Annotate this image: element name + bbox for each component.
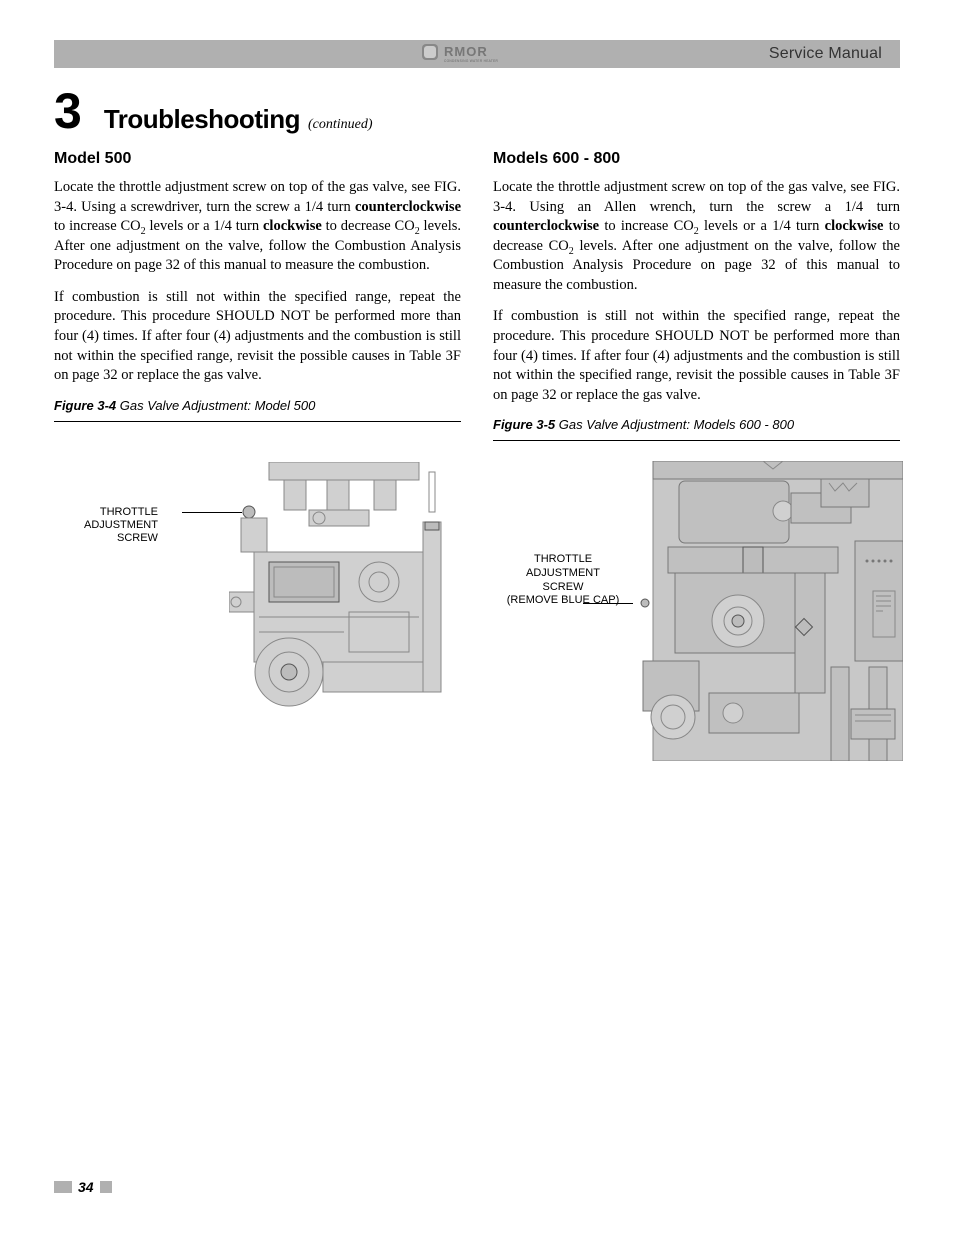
- figure-3-5: THROTTLE ADJUSTMENT SCREW (REMOVE BLUE C…: [493, 461, 900, 761]
- section-number: 3: [54, 86, 82, 136]
- text: to increase CO: [54, 218, 141, 234]
- page-number-decoration: [100, 1181, 112, 1193]
- two-column-layout: Model 500 Locate the throttle adjustment…: [54, 150, 900, 761]
- callout-line: SCREW: [117, 532, 158, 544]
- page-number: 34: [78, 1179, 94, 1195]
- figure-rule: [493, 440, 900, 441]
- text: Locate the throttle adjustment screw on …: [493, 179, 900, 215]
- section-title: Troubleshooting: [104, 104, 300, 135]
- callout-line: ADJUSTMENT: [526, 567, 600, 579]
- text: levels or a 1/4 turn: [146, 218, 263, 234]
- text-bold: clockwise: [263, 218, 322, 234]
- page-number-block: 34: [54, 1179, 112, 1195]
- brand-logo: RMOR CONDENSING WATER HEATER: [422, 42, 532, 69]
- text: to decrease CO: [322, 218, 415, 234]
- left-column: Model 500 Locate the throttle adjustment…: [54, 150, 461, 761]
- figure-3-5-callout: THROTTLE ADJUSTMENT SCREW (REMOVE BLUE C…: [493, 553, 633, 608]
- header-bar: RMOR CONDENSING WATER HEATER Service Man…: [54, 40, 900, 68]
- figure-title: Gas Valve Adjustment: Model 500: [116, 398, 315, 413]
- left-paragraph-1: Locate the throttle adjustment screw on …: [54, 178, 461, 276]
- figure-3-4-caption: Figure 3-4 Gas Valve Adjustment: Model 5…: [54, 398, 461, 413]
- figure-3-5-caption: Figure 3-5 Gas Valve Adjustment: Models …: [493, 417, 900, 432]
- figure-number: Figure 3-5: [493, 417, 555, 432]
- gas-valve-illustration-600-800: [623, 461, 903, 761]
- left-paragraph-2: If combustion is still not within the sp…: [54, 288, 461, 386]
- figure-number: Figure 3-4: [54, 398, 116, 413]
- figure-3-4: THROTTLE ADJUSTMENT SCREW: [54, 442, 461, 742]
- callout-line: (REMOVE BLUE CAP): [507, 594, 619, 606]
- callout-line: ADJUSTMENT: [84, 519, 158, 531]
- right-column: Models 600 - 800 Locate the throttle adj…: [493, 150, 900, 761]
- right-paragraph-2: If combustion is still not within the sp…: [493, 307, 900, 405]
- text: to increase CO: [599, 218, 694, 234]
- callout-line: THROTTLE: [534, 553, 592, 565]
- page-number-decoration: [54, 1181, 72, 1193]
- right-paragraph-1: Locate the throttle adjustment screw on …: [493, 178, 900, 295]
- text-bold: counterclockwise: [493, 218, 599, 234]
- callout-line: SCREW: [543, 581, 584, 593]
- figure-3-4-callout: THROTTLE ADJUSTMENT SCREW: [84, 506, 158, 546]
- left-subheading: Model 500: [54, 150, 461, 168]
- text-bold: clockwise: [825, 218, 884, 234]
- header-title: Service Manual: [769, 45, 882, 63]
- figure-title: Gas Valve Adjustment: Models 600 - 800: [555, 417, 794, 432]
- section-heading: 3 Troubleshooting (continued): [54, 86, 900, 136]
- svg-text:RMOR: RMOR: [444, 44, 488, 59]
- section-continued: (continued): [308, 117, 373, 133]
- text-bold: counterclockwise: [355, 199, 461, 215]
- text: levels or a 1/4 turn: [699, 218, 825, 234]
- figure-rule: [54, 421, 461, 422]
- svg-text:CONDENSING WATER HEATER: CONDENSING WATER HEATER: [444, 59, 499, 63]
- right-subheading: Models 600 - 800: [493, 150, 900, 168]
- gas-valve-illustration-500: [229, 462, 449, 722]
- callout-line: THROTTLE: [100, 506, 158, 518]
